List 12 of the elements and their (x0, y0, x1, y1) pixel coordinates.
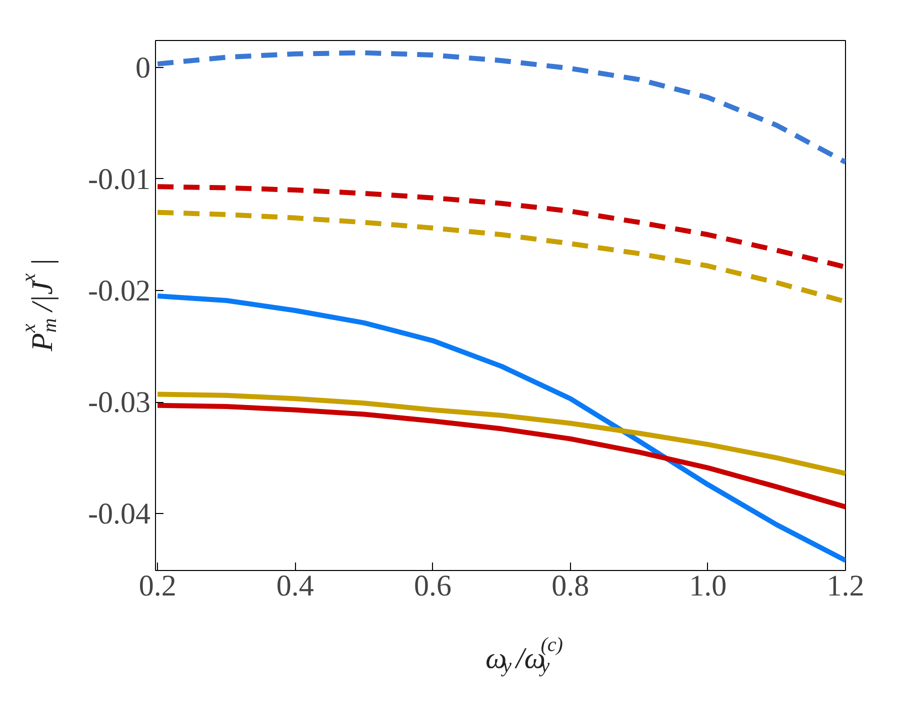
y-tick-label: -0.01 (88, 162, 151, 196)
x-tick-label: 0.4 (276, 570, 314, 602)
y-tick-label: -0.04 (88, 498, 151, 531)
y-axis-title: Pmx/|Jx| (18, 258, 61, 352)
x-tick-label: 0.8 (552, 570, 590, 602)
x-tick-label: 0.2 (138, 570, 176, 602)
y-tick-label: 0 (136, 51, 150, 84)
y-tick-label: -0.02 (88, 274, 151, 308)
y-tick-label: -0.03 (88, 386, 151, 420)
x-tick-label: 0.6 (414, 570, 452, 602)
x-tick-label: 1.0 (689, 570, 727, 602)
x-tick-label: 1.2 (826, 570, 864, 602)
